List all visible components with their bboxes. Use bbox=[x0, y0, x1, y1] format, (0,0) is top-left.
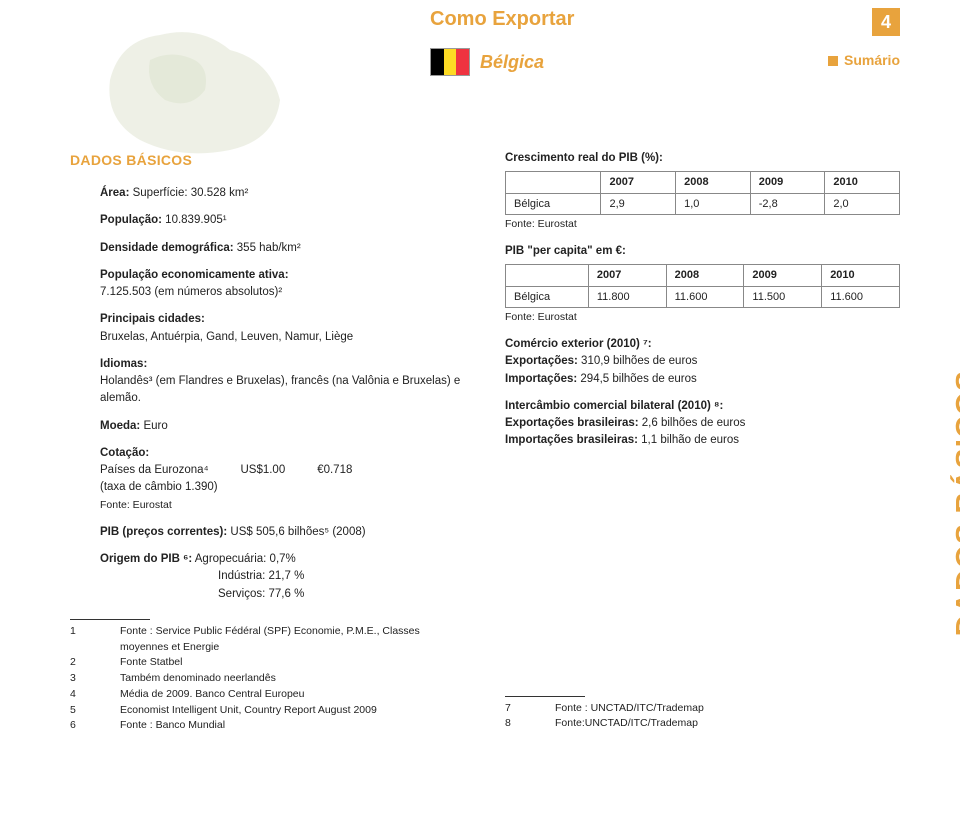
currency-line: Moeda: Euro bbox=[100, 418, 465, 435]
pib-growth-source: Fonte: Eurostat bbox=[505, 217, 900, 233]
bilateral-block: Intercâmbio comercial bilateral (2010) ⁸… bbox=[505, 398, 900, 450]
footnote-rule-right bbox=[505, 696, 585, 697]
footnote-row: 3Também denominado neerlandês bbox=[70, 671, 465, 687]
page-header: Como Exportar 4 Bélgica Sumário bbox=[0, 0, 960, 120]
footnote-rule bbox=[70, 619, 150, 620]
pib-capita-source: Fonte: Eurostat bbox=[505, 310, 900, 326]
pib-origin-block: Origem do PIB ⁶: Agropecuária: 0,7% Indú… bbox=[100, 551, 465, 603]
footnote-row: 8Fonte:UNCTAD/ITC/Trademap bbox=[505, 716, 900, 732]
trade-block: Comércio exterior (2010) ⁷: Exportações:… bbox=[505, 336, 900, 388]
footnote-row: 7Fonte : UNCTAD/ITC/Trademap bbox=[505, 701, 900, 717]
pib-growth-table: 2007200820092010 Bélgica2,91,0-2,82,0 bbox=[505, 171, 900, 215]
left-footnotes: 1Fonte : Service Public Fédéral (SPF) Ec… bbox=[70, 624, 465, 734]
main-content: DADOS BÁSICOS Área: Superfície: 30.528 k… bbox=[70, 150, 900, 734]
belgium-flag-icon bbox=[430, 48, 470, 76]
footnote-row: 1Fonte : Service Public Fédéral (SPF) Ec… bbox=[70, 624, 465, 656]
area-line: Área: Superfície: 30.528 km² bbox=[100, 185, 465, 202]
footnote-row: 4Média de 2009. Banco Central Europeu bbox=[70, 687, 465, 703]
doc-title: Como Exportar bbox=[430, 8, 574, 31]
right-footnotes: 7Fonte : UNCTAD/ITC/Trademap8Fonte:UNCTA… bbox=[505, 701, 900, 733]
europe-map-bg bbox=[90, 0, 310, 170]
quote-block: Cotação: Países da Eurozona⁴ US$1.00 €0.… bbox=[100, 445, 465, 514]
left-column: DADOS BÁSICOS Área: Superfície: 30.528 k… bbox=[70, 150, 465, 734]
cities-line: Principais cidades:Bruxelas, Antuérpia, … bbox=[100, 311, 465, 346]
country-header: Bélgica bbox=[430, 48, 544, 76]
pib-capita-label: PIB "per capita" em €: bbox=[505, 243, 900, 260]
side-section-label: DADOS BÁSICOS bbox=[950, 370, 960, 636]
pib-current-line: PIB (preços correntes): US$ 505,6 bilhõe… bbox=[100, 524, 465, 541]
density-line: Densidade demográfica: 355 hab/km² bbox=[100, 240, 465, 257]
right-column: Crescimento real do PIB (%): 20072008200… bbox=[505, 150, 900, 734]
section-heading: DADOS BÁSICOS bbox=[70, 150, 465, 171]
active-pop-line: População economicamente ativa:7.125.503… bbox=[100, 267, 465, 302]
footnote-row: 5Economist Intelligent Unit, Country Rep… bbox=[70, 703, 465, 719]
population-line: População: 10.839.905¹ bbox=[100, 212, 465, 229]
pib-capita-table: 2007200820092010 Bélgica11.80011.60011.5… bbox=[505, 264, 900, 308]
footnote-row: 6Fonte : Banco Mundial bbox=[70, 718, 465, 734]
country-name: Bélgica bbox=[480, 52, 544, 73]
languages-line: Idiomas:Holandês³ (em Flandres e Bruxela… bbox=[100, 356, 465, 408]
pib-growth-label: Crescimento real do PIB (%): bbox=[505, 150, 900, 167]
summary-link[interactable]: Sumário bbox=[828, 52, 900, 68]
page-number: 4 bbox=[872, 8, 900, 36]
footnote-row: 2Fonte Statbel bbox=[70, 655, 465, 671]
